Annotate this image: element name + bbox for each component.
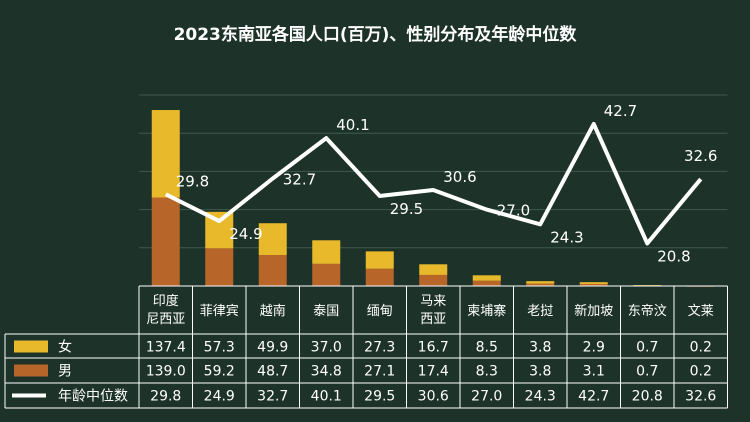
table-value-female-2: 49.9: [257, 340, 288, 356]
bar-male-3: [312, 263, 341, 286]
category-label-2: 越南: [260, 303, 286, 319]
category-label-1: 菲律宾: [200, 303, 239, 319]
legend-label-male: 男: [58, 364, 72, 380]
table-value-female-5: 16.7: [418, 340, 449, 356]
bar-male-0: [151, 197, 180, 286]
bar-female-2: [258, 223, 287, 255]
bar-female-0: [151, 110, 180, 198]
bar-male-4: [365, 268, 394, 286]
table-value-male-9: 0.7: [636, 364, 658, 380]
table-value-female-1: 57.3: [204, 340, 235, 356]
category-label-3: 泰国: [313, 304, 339, 319]
table-value-female-0: 137.4: [146, 340, 186, 356]
table-value-male-0: 139.0: [146, 364, 186, 380]
table-value-male-5: 17.4: [418, 364, 449, 380]
median-age-label-3: 40.1: [336, 116, 369, 134]
median-age-label-2: 32.7: [283, 170, 316, 188]
bar-male-7: [526, 283, 555, 286]
bar-male-6: [472, 280, 501, 286]
table-value-male-3: 34.8: [311, 364, 342, 380]
legend-swatch-female: [14, 340, 48, 353]
table-value-median-age-5: 30.6: [418, 389, 449, 405]
bar-female-7: [526, 281, 555, 284]
bar-female-3: [312, 240, 341, 264]
table-value-male-2: 48.7: [257, 364, 288, 380]
category-label-0: 印度尼西亚: [146, 293, 185, 327]
table-value-female-8: 2.9: [583, 340, 605, 356]
category-label-6: 柬埔寨: [467, 303, 506, 319]
table-value-male-4: 27.1: [364, 364, 395, 380]
median-age-label-6: 27.0: [497, 202, 530, 220]
table-value-female-6: 8.5: [476, 340, 498, 356]
median-age-line: [164, 121, 703, 246]
bar-female-8: [579, 282, 608, 285]
category-label-5: 马来西亚: [420, 294, 446, 327]
table-value-male-1: 59.2: [204, 364, 235, 380]
table-value-median-age-7: 24.3: [525, 389, 556, 405]
category-label-9: 东帝汶: [628, 303, 667, 319]
median-age-label-1: 24.9: [229, 225, 262, 243]
bar-male-1: [205, 248, 234, 286]
table-value-female-9: 0.7: [636, 340, 658, 356]
table-value-median-age-2: 32.7: [257, 389, 288, 405]
median-age-label-9: 20.8: [657, 247, 690, 265]
table-value-female-7: 3.8: [529, 340, 551, 356]
median-age-label-4: 29.5: [390, 200, 423, 218]
bar-female-5: [419, 264, 448, 275]
bar-male-5: [419, 274, 448, 286]
legend-label-median-age: 年龄中位数: [58, 389, 128, 405]
table-value-female-10: 0.2: [690, 340, 712, 356]
table-value-female-4: 27.3: [364, 340, 395, 356]
category-label-10: 文莱: [688, 304, 714, 319]
median-age-label-7: 24.3: [550, 228, 583, 246]
table-value-male-10: 0.2: [690, 364, 712, 380]
table-value-male-6: 8.3: [476, 364, 498, 380]
table-value-median-age-9: 20.8: [632, 389, 663, 405]
bar-male-8: [579, 284, 608, 286]
table-value-median-age-8: 42.7: [578, 389, 609, 405]
category-label-7: 老挝: [527, 304, 553, 319]
legend-swatch-male: [14, 364, 48, 377]
bar-male-2: [258, 254, 287, 286]
bar-female-4: [365, 251, 394, 269]
table-value-median-age-1: 24.9: [204, 389, 235, 405]
category-label-8: 新加坡: [574, 303, 613, 319]
table-value-median-age-6: 27.0: [471, 389, 502, 405]
table-value-median-age-10: 32.6: [685, 389, 716, 405]
table-value-median-age-0: 29.8: [150, 389, 181, 405]
median-age-label-10: 32.6: [684, 147, 717, 165]
table-value-median-age-4: 29.5: [364, 389, 395, 405]
chart-title: 2023东南亚各国人口(百万)、性别分布及年龄中位数: [173, 25, 577, 45]
bar-female-6: [472, 275, 501, 281]
median-age-label-8: 42.7: [604, 102, 637, 120]
category-label-4: 缅甸: [367, 304, 393, 319]
median-age-label-0: 29.8: [176, 172, 209, 190]
table-value-female-3: 37.0: [311, 340, 342, 356]
table-value-male-7: 3.8: [529, 364, 551, 380]
median-age-label-5: 30.6: [443, 168, 476, 186]
table-value-median-age-3: 40.1: [311, 389, 342, 405]
legend-label-female: 女: [58, 339, 72, 356]
table-value-male-8: 3.1: [583, 364, 605, 380]
